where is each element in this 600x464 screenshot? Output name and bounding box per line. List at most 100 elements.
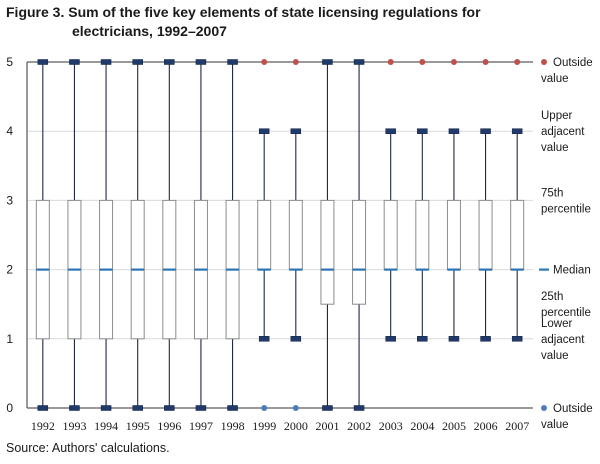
upper-adjacent-cap bbox=[258, 128, 270, 134]
upper-adjacent-cap bbox=[448, 128, 460, 134]
box-2004 bbox=[415, 59, 430, 342]
legend-text: adjacent bbox=[541, 126, 585, 138]
outlier-point bbox=[387, 59, 394, 65]
lower-adjacent-cap bbox=[417, 336, 428, 342]
chart-title-line-2: electricians, 1992–2007 bbox=[72, 23, 227, 39]
x-axis-tick-labels: 1992 1993 1994 1995 1996 1997 1998 1999 2000 2001… bbox=[31, 419, 529, 433]
upper-adjacent-cap bbox=[417, 128, 428, 134]
interquartile-box bbox=[288, 199, 303, 271]
lower-adjacent-cap bbox=[511, 336, 523, 342]
x-tick-label: 2004 bbox=[410, 419, 434, 433]
x-tick-label: 1996 bbox=[157, 419, 181, 433]
upper-adjacent-cap bbox=[164, 59, 175, 65]
box-2006 bbox=[478, 59, 493, 342]
lower-adjacent-cap bbox=[353, 405, 365, 411]
y-tick-label: 3 bbox=[6, 193, 13, 207]
interquartile-box bbox=[352, 199, 367, 305]
legend-text: value bbox=[541, 142, 569, 154]
box-1996 bbox=[162, 59, 177, 411]
legend-text: value bbox=[541, 73, 569, 85]
x-tick-label: 2003 bbox=[379, 419, 403, 433]
y-tick-label: 0 bbox=[6, 401, 13, 415]
x-tick-label: 2001 bbox=[315, 419, 339, 433]
legend-text: Upper bbox=[541, 110, 572, 122]
box-1992 bbox=[35, 59, 50, 411]
lower-adjacent-cap bbox=[448, 336, 460, 342]
y-axis-tick-labels: 0 1 2 3 4 5 bbox=[6, 55, 13, 415]
outlier-point bbox=[482, 59, 489, 65]
boxplot-chart: 0 1 2 3 4 5 1992 1993 1994 1995 1996 1997 1998 1999 2… bbox=[6, 55, 593, 433]
upper-adjacent-cap bbox=[353, 59, 365, 65]
x-tick-label: 1993 bbox=[62, 419, 86, 433]
lower-adjacent-cap bbox=[132, 405, 143, 411]
interquartile-box bbox=[415, 199, 430, 271]
chart-title-line-1: Figure 3. Sum of the five key elements o… bbox=[6, 4, 481, 20]
box-1999 bbox=[257, 59, 272, 411]
x-tick-label: 1992 bbox=[31, 419, 55, 433]
interquartile-box bbox=[320, 199, 335, 305]
legend-outside-low: Outside value bbox=[541, 403, 593, 431]
legend-text: percentile bbox=[541, 307, 591, 319]
legend-outside-high: Outside value bbox=[541, 57, 593, 85]
outlier-point bbox=[261, 59, 268, 65]
interquartile-box bbox=[446, 199, 461, 271]
legend: Outside value Upper adjacent value 75th percen… bbox=[539, 57, 593, 431]
lower-adjacent-cap bbox=[69, 405, 80, 411]
upper-adjacent-cap bbox=[37, 59, 49, 65]
upper-adjacent-cap bbox=[290, 128, 302, 134]
upper-adjacent-cap bbox=[480, 128, 491, 134]
lower-adjacent-cap bbox=[37, 405, 49, 411]
lower-adjacent-cap bbox=[385, 336, 396, 342]
x-tick-label: 1994 bbox=[94, 419, 118, 433]
lower-adjacent-cap bbox=[322, 405, 333, 411]
upper-adjacent-cap bbox=[132, 59, 143, 65]
upper-adjacent-cap bbox=[69, 59, 80, 65]
legend-dot bbox=[541, 59, 547, 65]
boxes bbox=[35, 59, 525, 411]
legend-text: value bbox=[541, 419, 569, 431]
y-tick-label: 4 bbox=[6, 124, 13, 138]
x-tick-label: 1998 bbox=[221, 419, 245, 433]
legend-q3: 75th percentile bbox=[541, 187, 591, 215]
lower-adjacent-cap bbox=[480, 336, 491, 342]
source-note: Source: Authors' calculations. bbox=[6, 441, 170, 455]
outlier-point bbox=[292, 405, 299, 411]
y-tick-label: 1 bbox=[6, 332, 13, 346]
legend-text: 25th bbox=[541, 291, 563, 303]
lower-adjacent-cap bbox=[195, 405, 207, 411]
legend-text: Outside bbox=[553, 57, 593, 69]
box-2002 bbox=[352, 59, 367, 411]
chart-title: Figure 3. Sum of the five key elements o… bbox=[6, 3, 526, 41]
lower-adjacent-cap bbox=[290, 336, 302, 342]
x-tick-label: 1999 bbox=[252, 419, 276, 433]
box-2005 bbox=[446, 59, 461, 342]
box-1997 bbox=[193, 59, 208, 411]
legend-upper-adjacent: Upper adjacent value bbox=[541, 110, 585, 154]
x-tick-label: 2007 bbox=[505, 419, 529, 433]
legend-text: Outside bbox=[553, 403, 593, 415]
legend-median: Median bbox=[539, 265, 591, 277]
upper-adjacent-cap bbox=[195, 59, 207, 65]
interquartile-box bbox=[510, 199, 525, 271]
outlier-point bbox=[419, 59, 426, 65]
outlier-point bbox=[450, 59, 457, 65]
x-tick-label: 1995 bbox=[126, 419, 150, 433]
legend-dot bbox=[541, 405, 547, 411]
legend-text: percentile bbox=[541, 203, 591, 215]
y-tick-label: 2 bbox=[6, 263, 13, 277]
upper-adjacent-cap bbox=[100, 59, 112, 65]
legend-text: Lower bbox=[541, 318, 572, 330]
box-1998 bbox=[225, 59, 240, 411]
legend-text: adjacent bbox=[541, 334, 585, 346]
x-tick-label: 2000 bbox=[284, 419, 308, 433]
legend-text: Median bbox=[553, 265, 591, 277]
box-1993 bbox=[67, 59, 82, 411]
x-tick-label: 2006 bbox=[474, 419, 498, 433]
upper-adjacent-cap bbox=[511, 128, 523, 134]
box-2001 bbox=[320, 59, 335, 411]
y-tick-label: 5 bbox=[6, 55, 13, 69]
outlier-point bbox=[261, 405, 268, 411]
x-tick-label: 1997 bbox=[189, 419, 213, 433]
lower-adjacent-cap bbox=[227, 405, 238, 411]
lower-adjacent-cap bbox=[258, 336, 270, 342]
